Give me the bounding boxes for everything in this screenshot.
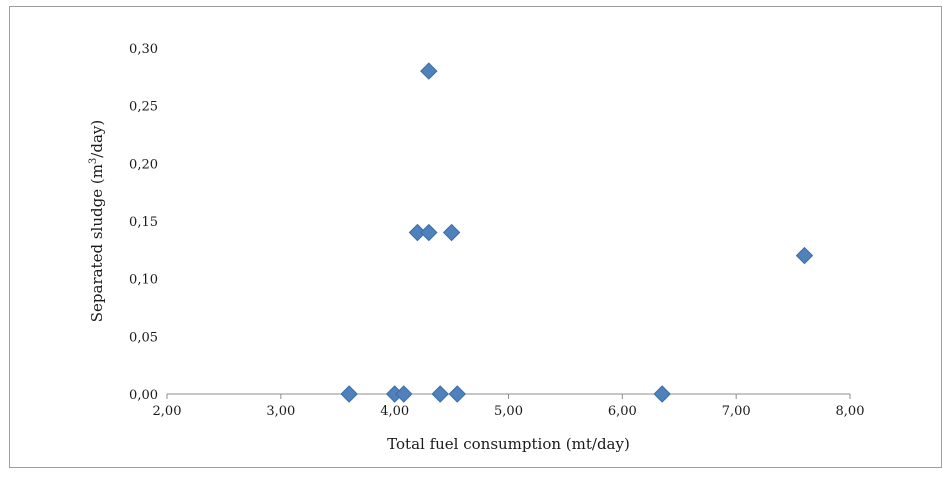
y-axis-title-tail: /day) [88,120,106,158]
x-tick-label: 6,00 [608,404,637,419]
x-tick-label: 8,00 [836,404,865,419]
y-axis-ticks: 0,00 0,05 0,10 0,15 0,20 0,25 0,30 [129,42,158,403]
x-tick-label: 3,00 [266,404,295,419]
data-point [795,246,814,265]
data-point [420,62,438,80]
y-tick-label: 0,05 [129,330,158,345]
data-point [431,385,449,403]
y-tick-label: 0,10 [129,273,158,288]
x-axis-ticks: 2,00 3,00 4,00 5,00 6,00 7,00 8,00 [153,394,865,419]
y-tick-label: 0,25 [129,100,158,115]
data-point [448,385,466,403]
y-tick-label: 0,20 [129,157,158,172]
y-axis-title-superscript: 3 [88,158,99,164]
x-tick-label: 7,00 [722,404,751,419]
x-axis-title: Total fuel consumption (mt/day) [387,435,630,453]
data-point [408,223,427,242]
data-point [442,223,461,242]
data-point [420,223,438,242]
data-point [653,385,671,403]
y-tick-label: 0,15 [129,215,158,230]
chart-frame [9,6,942,468]
data-point [340,385,358,403]
x-tick-label: 4,00 [380,404,409,419]
y-axis-title-main: Separated sludge (m [88,164,106,322]
x-tick-label: 2,00 [153,404,182,419]
x-tick-label: 5,00 [494,404,523,419]
data-point [395,385,413,403]
y-tick-label: 0,30 [129,42,158,57]
y-axis-title: Separated sludge (m3/day) [88,120,106,322]
data-points [340,62,814,403]
y-tick-label: 0,00 [129,388,158,403]
